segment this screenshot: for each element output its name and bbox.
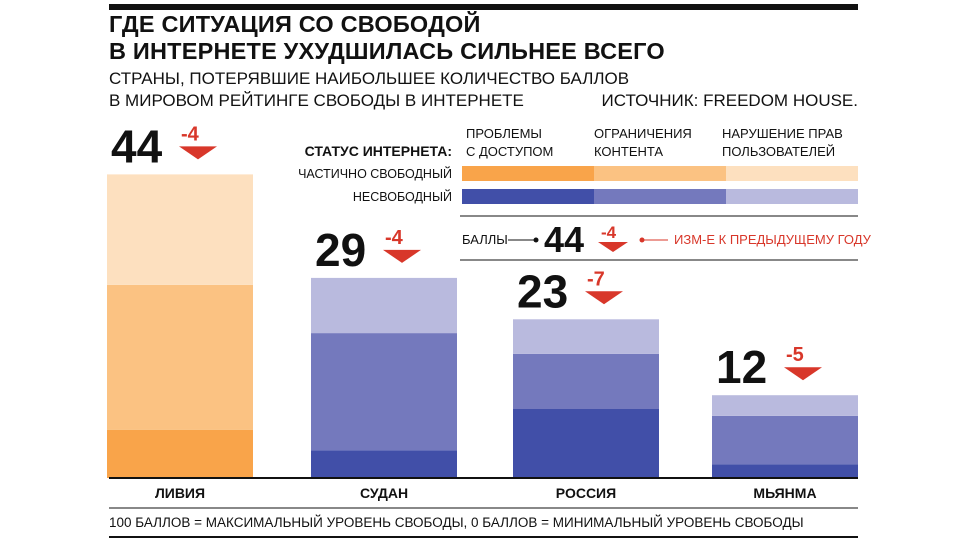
legend-column-1-line-1: Проблемы	[466, 126, 542, 141]
legend-column-3-line-2: пользователей	[722, 144, 835, 159]
category-label-russia: Россия	[556, 485, 616, 501]
bar-libya-segment-2	[107, 284, 253, 430]
legend-column-1-line-2: с доступом	[466, 144, 553, 159]
legend-swatch-1-2	[594, 166, 726, 181]
legend-column-2-line-1: Ограничения	[594, 126, 692, 141]
legend-row-label-2: Несвободный	[353, 189, 452, 204]
bar-libya-segment-1	[107, 429, 253, 478]
value-label-sudan: 29	[315, 224, 366, 276]
down-arrow-icon	[179, 146, 217, 160]
down-arrow-icon	[585, 291, 623, 305]
title-line-1: Где ситуация со свободой	[109, 11, 481, 37]
bar-myanmar-segment-1	[712, 464, 858, 478]
change-label-russia: -7	[587, 268, 605, 290]
chart-title: Где ситуация со свободой в интернете уху…	[109, 11, 869, 65]
key-example-change: -4	[601, 223, 617, 242]
legend-swatch-1-1	[462, 166, 594, 181]
bar-sudan-segment-1	[311, 450, 457, 478]
key-change-dot	[639, 237, 645, 243]
change-label-myanmar: -5	[786, 344, 804, 366]
bar-libya-segment-3	[107, 174, 253, 285]
legend: Проблемы с доступом Ограничения контента Нар…	[298, 126, 872, 261]
bars-layer: 44 -4 Ливия 29 -4 Судан 23 -7 Россия 12 -5 Мьянма	[107, 120, 858, 509]
legend-swatch-2-3	[726, 189, 858, 204]
source-note: Источник: Freedom House.	[601, 91, 858, 110]
value-label-libya: 44	[111, 120, 163, 172]
bar-sudan-segment-2	[311, 333, 457, 451]
legend-swatch-1-3	[726, 166, 858, 181]
legend-swatch-2-1	[462, 189, 594, 204]
bar-myanmar-segment-2	[712, 415, 858, 465]
legend-column-3-line-1: Нарушение прав	[722, 126, 843, 141]
subtitle-line-2: в мировом рейтинге свободы в интернете	[109, 91, 524, 110]
bar-russia-segment-1	[513, 409, 659, 478]
bar-russia-segment-2	[513, 353, 659, 409]
legend-column-2-line-2: контента	[594, 144, 663, 159]
bar-myanmar-segment-3	[712, 395, 858, 416]
key-change-label: Изм-е к предыдущему году	[674, 232, 872, 247]
key-score-label: Баллы	[462, 232, 508, 247]
value-label-myanmar: 12	[716, 341, 767, 393]
category-label-libya: Ливия	[155, 485, 205, 501]
key-down-arrow-icon	[598, 242, 628, 252]
legend-swatch-2-2	[594, 189, 726, 204]
bottom-rule	[109, 536, 858, 538]
category-label-myanmar: Мьянма	[753, 485, 816, 501]
category-label-sudan: Судан	[360, 485, 408, 501]
down-arrow-icon	[784, 367, 822, 381]
subtitle-line-1: Страны, потерявшие наибольшее количество…	[109, 69, 630, 88]
chart-subtitle: Страны, потерявшие наибольшее количество…	[109, 68, 729, 112]
change-label-libya: -4	[181, 123, 200, 145]
bar-russia-segment-3	[513, 319, 659, 354]
down-arrow-icon	[383, 249, 421, 263]
change-label-sudan: -4	[385, 227, 404, 249]
top-rule	[109, 4, 858, 10]
status-title: Статус интернета:	[305, 143, 452, 159]
bar-sudan-segment-3	[311, 277, 457, 334]
key-score-dot	[533, 237, 539, 243]
legend-row-label-1: Частично свободный	[298, 166, 452, 181]
value-label-russia: 23	[517, 265, 568, 317]
footer-note: 100 баллов = максимальный уровень свобод…	[109, 515, 804, 530]
title-line-2: в интернете ухудшилась сильнее всего	[109, 38, 665, 64]
key-example-value: 44	[544, 219, 584, 260]
